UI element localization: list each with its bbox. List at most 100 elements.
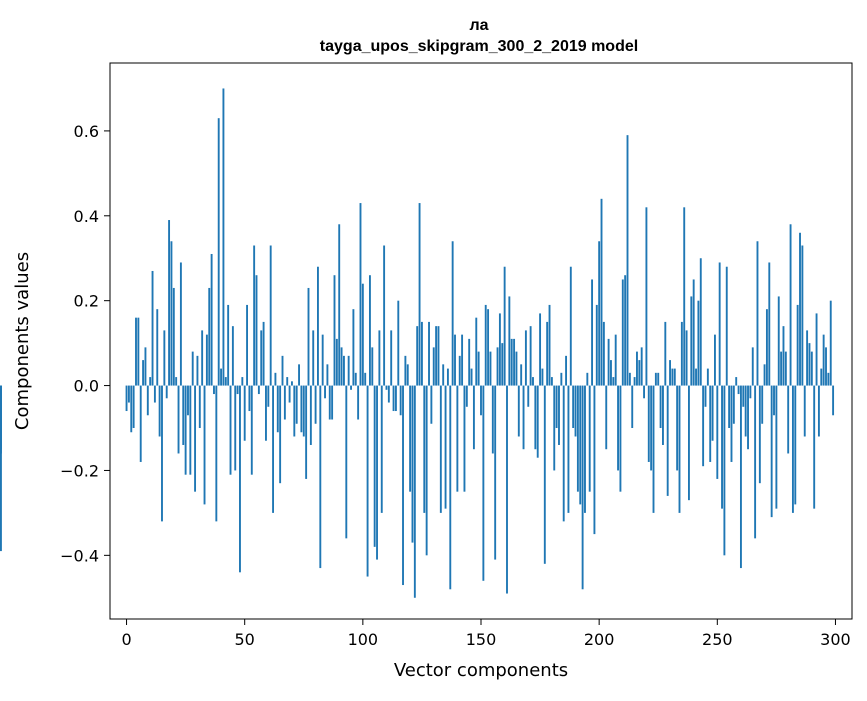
- bar: [406, 364, 409, 386]
- bar: [288, 385, 291, 403]
- bar: [328, 385, 331, 420]
- bar: [416, 326, 419, 386]
- bar: [678, 385, 681, 513]
- bar: [787, 385, 790, 454]
- bar: [331, 385, 334, 420]
- bar: [283, 385, 286, 420]
- bar: [253, 245, 256, 386]
- bar: [142, 360, 145, 386]
- bar: [177, 385, 180, 454]
- bar: [567, 385, 570, 513]
- bar: [385, 385, 388, 390]
- bar: [739, 385, 742, 569]
- bar: [699, 258, 702, 386]
- x-tick-label: 250: [702, 630, 733, 649]
- bar: [817, 385, 820, 437]
- bar: [203, 385, 206, 505]
- bar: [541, 368, 544, 386]
- bar: [319, 385, 322, 569]
- bar: [418, 203, 421, 386]
- bar: [172, 287, 175, 386]
- y-tick-label: 0.2: [74, 292, 99, 311]
- bar: [808, 343, 811, 386]
- bar: [276, 385, 279, 433]
- bar: [175, 377, 178, 386]
- bar: [153, 385, 156, 403]
- bar: [359, 203, 362, 386]
- bar: [640, 347, 643, 386]
- bar: [501, 343, 504, 386]
- bar: [614, 334, 617, 386]
- bar: [463, 385, 466, 492]
- bar: [404, 355, 407, 386]
- bar: [576, 385, 579, 492]
- bar: [709, 385, 712, 462]
- y-tick-label: 0.0: [74, 377, 99, 396]
- bar: [775, 385, 778, 509]
- x-tick-label: 0: [121, 630, 131, 649]
- bar: [220, 368, 223, 386]
- bar: [397, 300, 400, 386]
- bar: [165, 385, 168, 399]
- bar: [763, 364, 766, 386]
- bar: [475, 317, 478, 386]
- bar: [659, 385, 662, 428]
- bar: [520, 364, 523, 386]
- bar: [312, 330, 315, 386]
- bar: [565, 355, 568, 386]
- bar: [728, 385, 731, 428]
- y-tick-label: −0.4: [60, 546, 99, 565]
- bar: [777, 296, 780, 386]
- bar: [503, 266, 506, 386]
- bar: [666, 385, 669, 496]
- bar: [796, 304, 799, 386]
- bar: [669, 360, 671, 386]
- bar: [588, 385, 591, 492]
- bar: [295, 385, 298, 424]
- bar: [350, 385, 352, 390]
- bar: [255, 275, 258, 386]
- bar: [243, 385, 246, 441]
- bar: [574, 385, 577, 437]
- bar: [293, 385, 296, 437]
- bar: [751, 347, 754, 386]
- bar: [387, 385, 390, 403]
- bar: [652, 385, 655, 513]
- bar: [260, 330, 263, 386]
- bar: [125, 385, 128, 412]
- bar: [770, 385, 773, 518]
- bar: [758, 385, 761, 484]
- bar: [317, 266, 319, 386]
- bar: [357, 385, 360, 420]
- y-axis-label: Components values: [12, 252, 33, 430]
- bar: [446, 368, 449, 386]
- bar: [298, 364, 300, 386]
- bar: [628, 372, 631, 386]
- bar: [189, 385, 192, 475]
- bar: [300, 385, 303, 433]
- bar: [163, 330, 166, 386]
- bar: [324, 385, 326, 399]
- y-tick-label: 0.4: [74, 207, 99, 226]
- bar: [815, 313, 818, 386]
- bar: [607, 338, 610, 386]
- bar: [250, 385, 253, 475]
- bar: [711, 385, 714, 441]
- bar: [813, 385, 816, 509]
- bar: [744, 385, 747, 437]
- bar: [522, 385, 525, 450]
- bar: [442, 364, 445, 386]
- bar: [754, 385, 757, 539]
- bar: [449, 385, 452, 590]
- bar: [647, 385, 650, 462]
- bar: [399, 385, 402, 416]
- bar: [532, 377, 534, 386]
- bar: [510, 338, 513, 386]
- bar: [721, 385, 723, 509]
- bar: [765, 309, 768, 386]
- bar: [224, 377, 227, 386]
- y-axis: −0.4 −0.2 0.0 0.2 0.4 0.6: [60, 122, 110, 565]
- bar: [302, 385, 305, 437]
